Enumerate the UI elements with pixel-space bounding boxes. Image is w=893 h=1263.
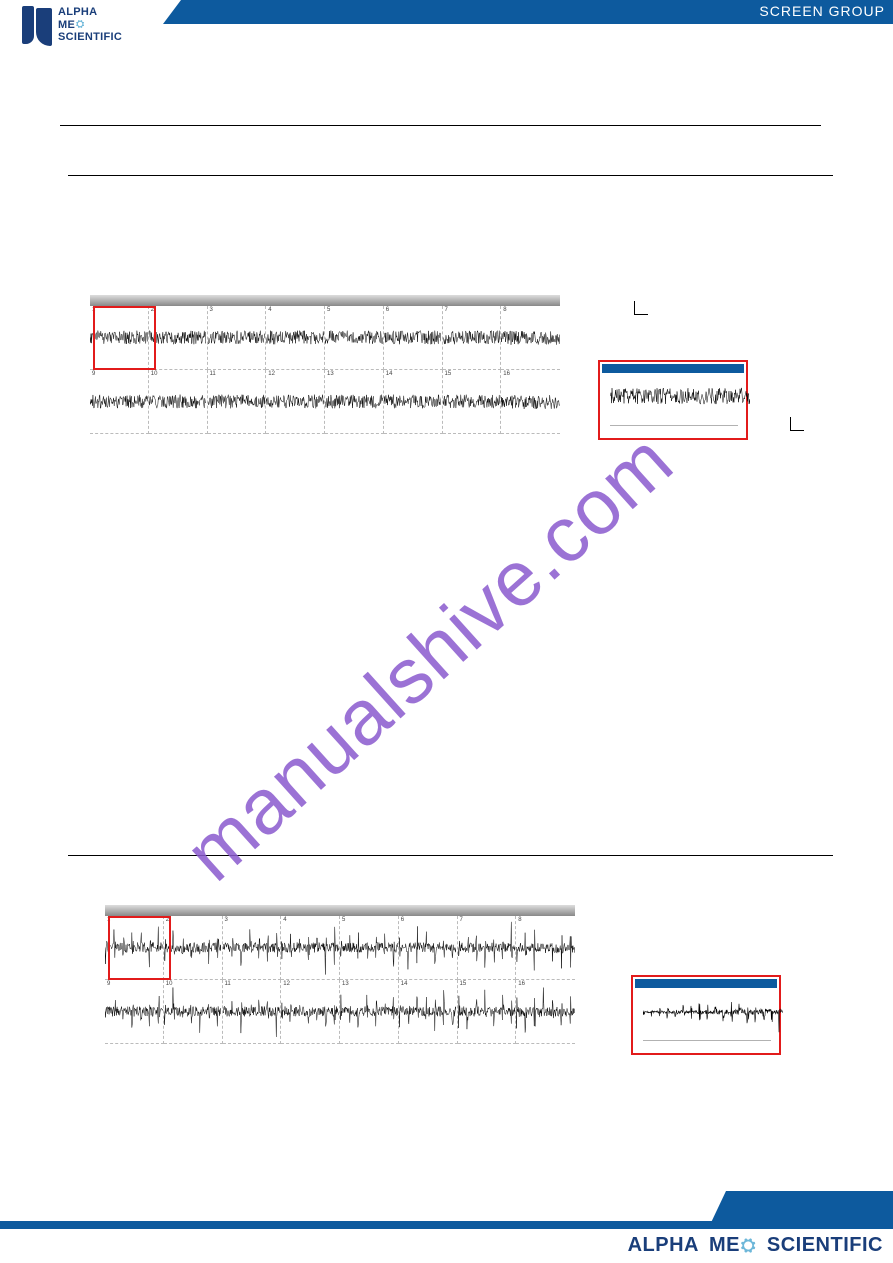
waveform-cell: 9: [90, 370, 149, 434]
page-header: SCREEN GROUP ALPHA ME ⛭ SCIENTIFIC: [0, 0, 893, 58]
footer-me: ME ⛭: [709, 1234, 757, 1257]
page-footer: ALPHA ME ⛭ SCIENTIFIC: [0, 1205, 893, 1263]
brand-alpha: ALPHA: [58, 6, 122, 19]
waveform-cell: 16: [516, 980, 575, 1044]
figure-1-thumb: [598, 360, 748, 440]
waveform-cell: 8: [501, 306, 560, 370]
figure-1: 12345678910111213141516: [90, 295, 810, 460]
waveform-cell: 5: [340, 916, 399, 980]
brand-logo: ALPHA ME ⛭ SCIENTIFIC: [22, 6, 122, 48]
figure-2-main: 12345678910111213141516: [105, 905, 575, 1044]
waveform-cell: 6: [384, 306, 443, 370]
waveform-cell: 7: [458, 916, 517, 980]
waveform: [516, 916, 575, 980]
waveform-cell: 12: [266, 370, 325, 434]
figure-2-grid: 12345678910111213141516: [105, 916, 575, 1044]
waveform: [458, 916, 516, 979]
waveform: [384, 370, 442, 433]
waveform: [399, 916, 457, 979]
figure-2-thumb: [631, 975, 781, 1055]
brand-logo-mark: [22, 6, 52, 48]
footer-bar: [0, 1221, 893, 1229]
waveform: [223, 980, 281, 1043]
figure-panel-titlebar: [105, 905, 575, 916]
waveform-cell: 13: [340, 980, 399, 1044]
waveform-cell: 6: [399, 916, 458, 980]
waveform: [340, 916, 398, 979]
waveform: [458, 980, 516, 1043]
figure-1-main: 12345678910111213141516: [90, 295, 560, 434]
waveform: [516, 980, 575, 1044]
waveform-cell: 14: [399, 980, 458, 1044]
figure-1-thumb-wave: [610, 387, 750, 407]
waveform: [90, 370, 148, 433]
gear-icon: ⛭: [76, 19, 84, 31]
waveform-cell: 5: [325, 306, 384, 370]
figure-thumb-bar: [635, 979, 777, 988]
waveform: [340, 980, 398, 1043]
waveform: [223, 916, 281, 979]
figure-1-grid: 12345678910111213141516: [90, 306, 560, 434]
rule-3: [68, 855, 833, 856]
waveform-cell: 12: [281, 980, 340, 1044]
page-body: 12345678910111213141516 1234567891011121…: [60, 80, 833, 1163]
waveform-cell: 14: [384, 370, 443, 434]
waveform-cell: 16: [501, 370, 560, 434]
waveform-cell: 7: [443, 306, 502, 370]
waveform-cell: 15: [458, 980, 517, 1044]
waveform-cell: 4: [266, 306, 325, 370]
waveform-cell: 3: [223, 916, 282, 980]
figure-2-thumb-wave: [643, 990, 783, 1034]
figure-1-callout-rect: [93, 306, 156, 370]
rule-2: [68, 175, 833, 176]
figure-2: 12345678910111213141516: [105, 905, 825, 1070]
waveform-cell: 10: [149, 370, 208, 434]
waveform: [105, 980, 163, 1043]
footer-alpha: ALPHA: [628, 1234, 699, 1257]
waveform-cell: 9: [105, 980, 164, 1044]
waveform: [443, 370, 501, 433]
rule-1: [60, 125, 821, 126]
brand-scientific: SCIENTIFIC: [58, 31, 122, 44]
waveform: [164, 916, 222, 979]
waveform-cell: 15: [443, 370, 502, 434]
waveform: [208, 306, 266, 369]
waveform-cell: 11: [208, 370, 267, 434]
footer-scientific: SCIENTIFIC: [767, 1234, 883, 1257]
waveform-cell: 2: [149, 306, 208, 370]
gear-icon: ⛭: [741, 1235, 756, 1256]
footer-logo: ALPHA ME ⛭ SCIENTIFIC: [628, 1234, 883, 1257]
figure-panel-titlebar: [90, 295, 560, 306]
header-group-label: SCREEN GROUP: [759, 3, 885, 19]
waveform: [325, 370, 383, 433]
waveform: [501, 306, 560, 370]
waveform-cell: 3: [208, 306, 267, 370]
waveform: [281, 980, 339, 1043]
waveform-cell: 11: [223, 980, 282, 1044]
waveform: [399, 980, 457, 1043]
bracket-icon: [790, 417, 804, 431]
waveform-cell: 2: [164, 916, 223, 980]
brand-logo-text: ALPHA ME ⛭ SCIENTIFIC: [58, 6, 122, 44]
waveform-cell: 8: [516, 916, 575, 980]
waveform: [266, 306, 324, 369]
brand-me: ME ⛭: [58, 19, 122, 32]
waveform: [325, 306, 383, 369]
waveform: [208, 370, 266, 433]
figure-2-callout-rect: [108, 916, 171, 980]
waveform-cell: 13: [325, 370, 384, 434]
waveform: [281, 916, 339, 979]
header-bar: SCREEN GROUP: [163, 0, 893, 24]
waveform: [164, 980, 222, 1043]
waveform: [149, 306, 207, 369]
waveform: [443, 306, 501, 369]
bracket-icon: [634, 301, 648, 315]
waveform: [149, 370, 207, 433]
waveform: [501, 370, 560, 434]
waveform: [266, 370, 324, 433]
waveform-cell: 10: [164, 980, 223, 1044]
waveform-cell: 4: [281, 916, 340, 980]
waveform: [384, 306, 442, 369]
figure-thumb-bar: [602, 364, 744, 373]
